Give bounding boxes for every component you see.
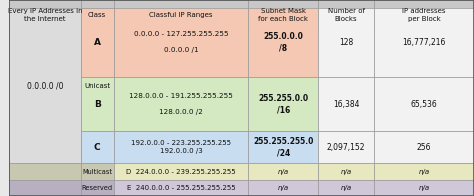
Text: Multicast: Multicast xyxy=(82,169,112,175)
Text: Class: Class xyxy=(88,12,106,18)
Text: 256: 256 xyxy=(417,143,431,152)
FancyBboxPatch shape xyxy=(81,180,113,196)
FancyBboxPatch shape xyxy=(113,180,248,196)
Text: 65,536: 65,536 xyxy=(410,100,438,109)
FancyBboxPatch shape xyxy=(318,163,374,180)
Text: 192.0.0.0 - 223.255.255.255
192.0.0.0 /3: 192.0.0.0 - 223.255.255.255 192.0.0.0 /3 xyxy=(131,140,231,154)
FancyBboxPatch shape xyxy=(81,163,113,180)
FancyBboxPatch shape xyxy=(374,77,474,131)
Text: n/a: n/a xyxy=(278,169,289,175)
Text: 255.0.0.0
/8: 255.0.0.0 /8 xyxy=(264,32,303,53)
FancyBboxPatch shape xyxy=(318,180,374,196)
FancyBboxPatch shape xyxy=(81,131,113,163)
FancyBboxPatch shape xyxy=(9,0,81,30)
Text: E  240.0.0.0 - 255.255.255.255: E 240.0.0.0 - 255.255.255.255 xyxy=(127,185,235,191)
Text: B: B xyxy=(94,100,100,109)
Text: Classful IP Ranges: Classful IP Ranges xyxy=(149,12,213,18)
Text: 2,097,152: 2,097,152 xyxy=(327,143,365,152)
Text: n/a: n/a xyxy=(340,185,352,191)
FancyBboxPatch shape xyxy=(374,163,474,180)
FancyBboxPatch shape xyxy=(113,8,248,77)
FancyBboxPatch shape xyxy=(374,8,474,77)
Text: D  224.0.0.0 - 239.255.255.255: D 224.0.0.0 - 239.255.255.255 xyxy=(126,169,236,175)
FancyBboxPatch shape xyxy=(374,0,474,30)
FancyBboxPatch shape xyxy=(9,180,81,196)
Text: IP addresses
per Block: IP addresses per Block xyxy=(402,8,446,22)
Text: Unicast: Unicast xyxy=(84,83,110,89)
FancyBboxPatch shape xyxy=(81,0,113,30)
Text: n/a: n/a xyxy=(340,169,352,175)
FancyBboxPatch shape xyxy=(318,77,374,131)
Text: Every IP Addresses in
the Internet: Every IP Addresses in the Internet xyxy=(8,8,82,22)
FancyBboxPatch shape xyxy=(81,8,113,77)
Text: n/a: n/a xyxy=(419,185,429,191)
Text: Number of
Blocks: Number of Blocks xyxy=(328,8,365,22)
FancyBboxPatch shape xyxy=(248,0,318,30)
FancyBboxPatch shape xyxy=(113,131,248,163)
Text: 128: 128 xyxy=(339,38,353,47)
FancyBboxPatch shape xyxy=(318,8,374,77)
FancyBboxPatch shape xyxy=(374,180,474,196)
FancyBboxPatch shape xyxy=(318,0,374,30)
FancyBboxPatch shape xyxy=(113,77,248,131)
Text: 255.255.0.0
/16: 255.255.0.0 /16 xyxy=(258,94,309,115)
FancyBboxPatch shape xyxy=(248,77,318,131)
Text: 16,777,216: 16,777,216 xyxy=(402,38,446,47)
FancyBboxPatch shape xyxy=(113,0,248,30)
Text: Reserved: Reserved xyxy=(82,185,113,191)
FancyBboxPatch shape xyxy=(113,163,248,180)
FancyBboxPatch shape xyxy=(248,8,318,77)
FancyBboxPatch shape xyxy=(248,180,318,196)
Text: A: A xyxy=(94,38,100,47)
FancyBboxPatch shape xyxy=(81,77,113,131)
Text: 0.0.0.0 /0: 0.0.0.0 /0 xyxy=(27,81,63,90)
FancyBboxPatch shape xyxy=(9,163,81,180)
FancyBboxPatch shape xyxy=(248,131,318,163)
Text: 0.0.0.0 - 127.255.255.255

0.0.0.0 /1: 0.0.0.0 - 127.255.255.255 0.0.0.0 /1 xyxy=(134,31,228,54)
FancyBboxPatch shape xyxy=(81,8,113,163)
FancyBboxPatch shape xyxy=(374,131,474,163)
Text: C: C xyxy=(94,143,100,152)
Text: n/a: n/a xyxy=(278,185,289,191)
Text: 16,384: 16,384 xyxy=(333,100,359,109)
FancyBboxPatch shape xyxy=(318,131,374,163)
Text: 128.0.0.0 - 191.255.255.255

128.0.0.0 /2: 128.0.0.0 - 191.255.255.255 128.0.0.0 /2 xyxy=(129,93,233,115)
Text: n/a: n/a xyxy=(419,169,429,175)
Text: 255.255.255.0
/24: 255.255.255.0 /24 xyxy=(253,137,313,158)
FancyBboxPatch shape xyxy=(248,163,318,180)
FancyBboxPatch shape xyxy=(9,8,81,163)
Text: Subnet Mask
for each Block: Subnet Mask for each Block xyxy=(258,8,308,22)
